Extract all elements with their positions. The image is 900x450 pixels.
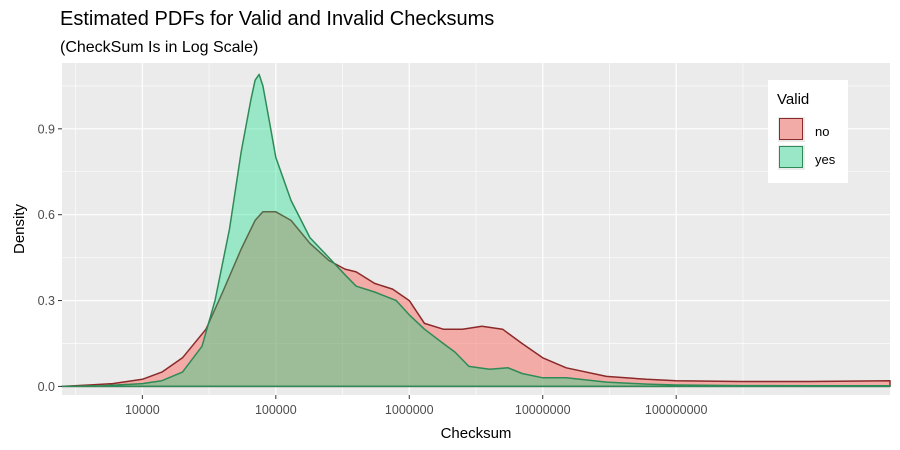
chart-title: Estimated PDFs for Valid and Invalid Che…	[60, 8, 495, 30]
density-series	[61, 73, 891, 388]
legend-swatch-yes	[779, 146, 803, 168]
y-tick-label: 0.0	[38, 380, 55, 394]
x-tick-label: 100000	[255, 403, 297, 417]
legend-title: Valid	[777, 91, 810, 108]
x-tick-label: 1000000	[385, 403, 434, 417]
x-axis-title: Checksum	[441, 425, 512, 442]
legend-swatch-no	[779, 118, 803, 140]
axis-tick-marks	[58, 128, 677, 399]
legend-label-yes: yes	[815, 152, 836, 167]
y-tick-label: 0.3	[38, 294, 55, 308]
legend: Valid no yes	[768, 80, 848, 183]
y-tick-label: 0.9	[38, 122, 55, 136]
x-tick-label: 10000000	[515, 403, 571, 417]
y-axis-tick-labels: 0.0 0.3 0.6 0.9	[38, 122, 55, 394]
minor-gridlines	[62, 63, 890, 395]
density-area-no	[61, 211, 891, 388]
x-tick-label: 100000000	[645, 403, 708, 417]
legend-key-yes	[778, 145, 805, 170]
chart-subtitle: (CheckSum Is in Log Scale)	[60, 39, 259, 56]
legend-key-no	[778, 117, 805, 142]
x-tick-label: 10000	[125, 403, 160, 417]
legend-label-no: no	[815, 124, 830, 139]
density-area-yes	[61, 73, 891, 388]
x-axis-tick-labels: 10000 100000 1000000 10000000 100000000	[125, 403, 708, 417]
y-axis-title: Density	[11, 203, 28, 254]
y-tick-label: 0.6	[38, 208, 55, 222]
